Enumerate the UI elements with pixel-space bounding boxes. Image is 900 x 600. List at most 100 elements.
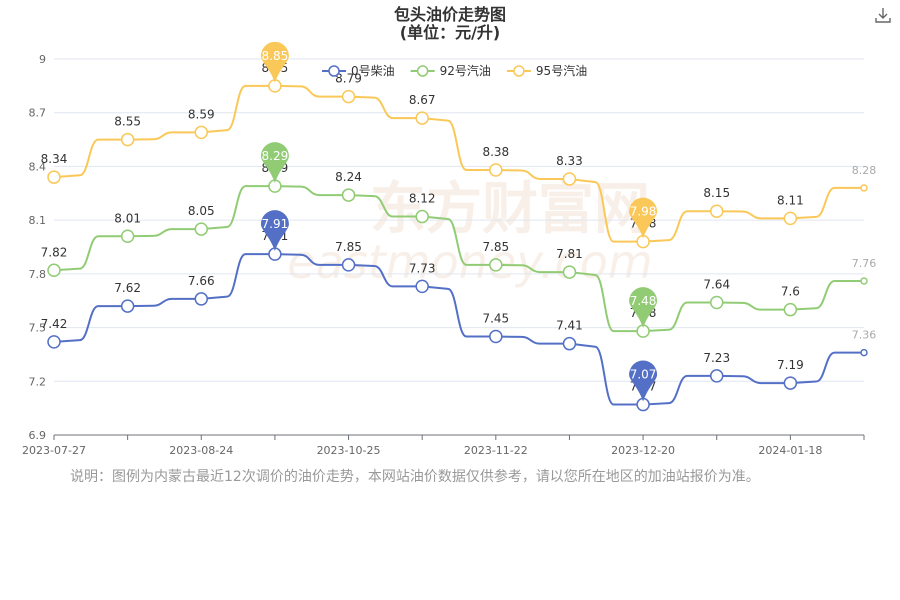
pin-shape: [629, 287, 658, 329]
data-point: [194, 125, 209, 140]
data-label: 8.67: [409, 93, 436, 107]
data-point: [341, 258, 356, 272]
data-point: [47, 170, 61, 184]
data-label: 8.59: [188, 107, 215, 121]
data-label: 7.23: [703, 351, 730, 365]
data-label: 7.82: [41, 245, 68, 259]
data-point: [709, 295, 724, 310]
data-label: 8.05: [188, 204, 215, 218]
data-label: 8.12: [409, 192, 436, 206]
data-label: 8.24: [335, 170, 362, 184]
data-point: [415, 111, 429, 125]
pin-label: 8.29: [262, 149, 289, 163]
series-line: [53, 185, 864, 333]
markpoint-pin: 7.07: [629, 360, 658, 402]
y-tick-label: 7.8: [29, 268, 47, 281]
pin-label: 7.98: [630, 205, 657, 219]
legend-marker: [416, 65, 429, 77]
pin-shape: [629, 197, 658, 239]
markpoint-pin: 7.48: [629, 287, 658, 329]
data-label: 8.01: [114, 211, 141, 225]
data-point: [562, 172, 577, 186]
legend-marker: [328, 65, 340, 77]
data-label: 7.64: [703, 278, 730, 292]
y-axis: 6.9 7.2 7.5 7.8 8.1 8.4 8.7 9: [29, 53, 47, 442]
data-point: [562, 336, 577, 351]
data-point: [489, 258, 503, 272]
data-label: 7.45: [482, 312, 509, 326]
data-label: 7.76: [852, 257, 877, 270]
data-label: 7.85: [335, 240, 362, 254]
data-label: 8.15: [703, 186, 730, 200]
markpoint-pin: 7.91: [260, 210, 289, 252]
data-point: [709, 369, 724, 383]
data-label: 7.62: [114, 281, 141, 295]
data-label: 8.79: [335, 72, 362, 86]
legend[interactable]: 0号柴油 92号汽油 95号汽油: [322, 63, 587, 78]
data-point: [194, 222, 209, 236]
series-line: [53, 84, 864, 243]
data-point: [120, 229, 135, 244]
data-point: [47, 335, 61, 349]
pin-shape: [260, 41, 289, 83]
grid-lines: [54, 58, 864, 382]
pin-label: 7.91: [262, 217, 289, 231]
markpoint-pin: 8.29: [260, 142, 289, 184]
data-point: [562, 265, 577, 279]
series-layer: [47, 79, 868, 412]
data-label: 7.85: [482, 240, 509, 254]
data-point: [860, 348, 868, 357]
x-tick-label: 2023-10-25: [317, 444, 381, 457]
y-tick-label: 7.2: [29, 375, 47, 388]
data-label: 7.19: [777, 358, 804, 372]
y-tick-label: 9: [39, 53, 46, 66]
data-point: [47, 263, 61, 278]
markpoint-pin: 7.98: [629, 197, 658, 239]
pin-label: 7.07: [630, 368, 657, 382]
pin-shape: [629, 360, 658, 402]
data-label: 8.34: [41, 152, 68, 166]
data-label: 8.38: [482, 145, 509, 159]
pin-label: 7.48: [630, 294, 657, 308]
data-point: [341, 188, 356, 202]
download-icon[interactable]: [874, 6, 892, 24]
data-point: [783, 376, 798, 390]
data-point: [341, 89, 356, 104]
legend-item[interactable]: 92号汽油: [410, 63, 491, 78]
chart-subtitle: (单位：元/升): [400, 23, 500, 42]
data-label: 7.6: [781, 285, 800, 299]
legend-label: 0号柴油: [351, 64, 395, 78]
markpoint-pin: 8.85: [260, 41, 289, 83]
legend-label: 95号汽油: [536, 63, 587, 78]
data-label: 7.73: [409, 261, 436, 275]
x-tick-label: 2023-11-22: [464, 444, 528, 457]
x-axis: 2023-07-27 2023-08-24 2023-10-25 2023-11-22…: [22, 434, 865, 457]
data-point: [860, 277, 868, 285]
pin-shape: [260, 210, 289, 252]
series-line: [53, 253, 864, 406]
y-tick-label: 6.9: [29, 429, 47, 442]
legend-item[interactable]: 0号柴油: [322, 64, 395, 78]
data-point: [415, 209, 429, 224]
legend-item[interactable]: 95号汽油: [506, 63, 587, 78]
data-point: [489, 163, 503, 177]
data-label: 7.81: [556, 247, 583, 261]
chart-note: 说明：图例为内蒙古最近12次调价的油价走势，本网站油价数据仅供参考，请以您所在地…: [70, 469, 760, 485]
y-tick-label: 7.5: [29, 322, 47, 335]
data-point: [860, 184, 868, 192]
data-label: 8.11: [777, 193, 804, 207]
data-point: [783, 302, 798, 317]
data-point: [489, 329, 503, 344]
data-label: 8.55: [114, 115, 141, 129]
x-tick-label: 2023-07-27: [22, 444, 86, 457]
x-tick-label: 2024-01-18: [758, 444, 822, 457]
data-point: [415, 279, 429, 294]
pin-label: 8.85: [262, 49, 289, 63]
legend-label: 92号汽油: [440, 63, 491, 78]
data-label: 7.41: [556, 319, 583, 333]
data-point: [120, 299, 135, 313]
legend-marker: [513, 65, 525, 77]
data-point: [120, 132, 135, 147]
data-point: [194, 292, 209, 306]
